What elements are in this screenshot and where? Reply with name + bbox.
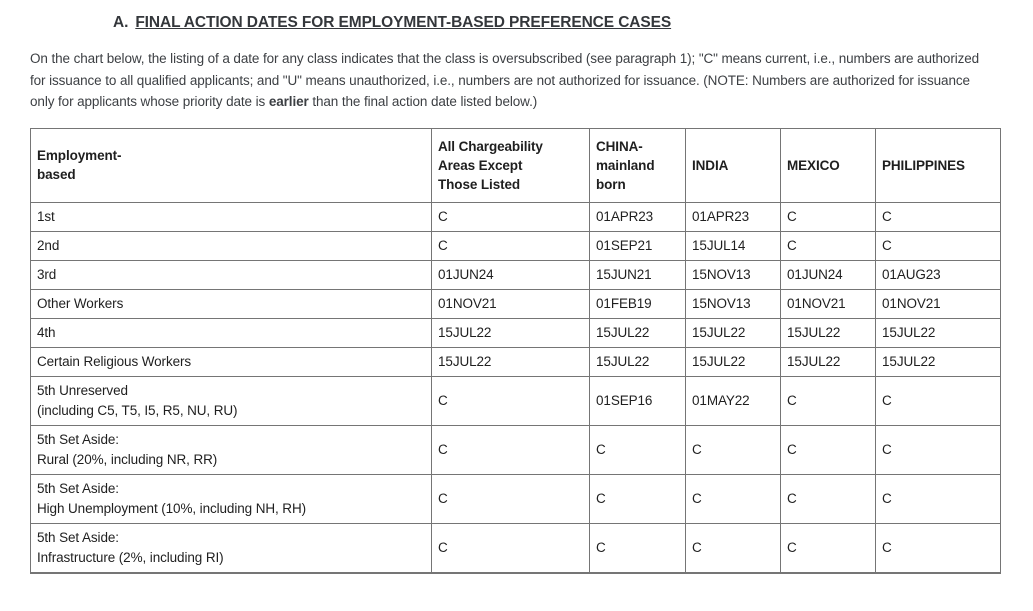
- date-cell: C: [875, 424, 1001, 475]
- table-row: 3rd 01JUN24 15JUN21 15NOV13 01JUN24 01AUG23: [30, 259, 1001, 290]
- table-row: 4th 15JUL22 15JUL22 15JUL22 15JUL22 15JUL22: [30, 317, 1001, 348]
- row-label: 5th Set Aside: Infrastructure (2%, inclu…: [30, 522, 432, 573]
- table-row: Certain Religious Workers 15JUL22 15JUL22 1…: [30, 346, 1001, 377]
- date-cell: C: [589, 522, 686, 573]
- date-cell: 01NOV21: [431, 288, 590, 319]
- date-cell: 15JUL14: [685, 230, 781, 261]
- column-header: CHINA- mainland born: [589, 127, 686, 203]
- column-header: All Chargeability Areas Except Those Lis…: [431, 127, 590, 203]
- date-cell: 15JUL22: [875, 346, 1001, 377]
- date-cell: 15JUL22: [780, 346, 876, 377]
- final-action-dates-table: Employment- based All Chargeability Areas…: [30, 127, 1001, 574]
- date-cell: C: [780, 201, 876, 232]
- date-cell: C: [589, 473, 686, 524]
- date-cell: C: [589, 424, 686, 475]
- date-cell: 15JUL22: [431, 317, 590, 348]
- date-cell: 15JUL22: [875, 317, 1001, 348]
- date-cell: C: [780, 230, 876, 261]
- date-cell: 15JUL22: [589, 346, 686, 377]
- row-label: 5th Unreserved (including C5, T5, I5, R5…: [30, 375, 432, 426]
- intro-paragraph: On the chart below, the listing of a dat…: [30, 48, 993, 113]
- intro-bold-word: earlier: [268, 94, 309, 109]
- row-label: 2nd: [30, 230, 432, 261]
- row-label: 1st: [30, 201, 432, 232]
- row-label: 5th Set Aside: Rural (20%, including NR,…: [30, 424, 432, 475]
- date-cell: C: [875, 230, 1001, 261]
- date-cell: C: [875, 375, 1001, 426]
- row-label: Certain Religious Workers: [30, 346, 432, 377]
- date-cell: C: [685, 424, 781, 475]
- date-cell: C: [431, 230, 590, 261]
- date-cell: 01SEP21: [589, 230, 686, 261]
- date-cell: 01NOV21: [875, 288, 1001, 319]
- section-letter: A.: [113, 14, 129, 31]
- visa-bulletin-page: A. FINAL ACTION DATES FOR EMPLOYMENT-BASE…: [0, 14, 1033, 611]
- date-cell: 15JUL22: [685, 346, 781, 377]
- row-label: Other Workers: [30, 288, 432, 319]
- date-cell: C: [875, 201, 1001, 232]
- date-cell: 01AUG23: [875, 259, 1001, 290]
- column-header: Employment- based: [30, 127, 432, 203]
- table-row: 5th Set Aside: High Unemployment (10%, i…: [30, 473, 1001, 524]
- table-body: 1st C 01APR23 01APR23 C C 2nd C 01SEP21 15JUL14 C C…: [30, 201, 1001, 573]
- intro-text-end: than the final action date listed below.…: [308, 94, 538, 109]
- row-label: 3rd: [30, 259, 432, 290]
- date-cell: 01SEP16: [589, 375, 686, 426]
- date-cell: C: [780, 375, 876, 426]
- date-cell: 01JUN24: [780, 259, 876, 290]
- date-cell: 01MAY22: [685, 375, 781, 426]
- column-header: PHILIPPINES: [875, 127, 1001, 203]
- section-title-text: FINAL ACTION DATES FOR EMPLOYMENT-BASED …: [135, 14, 672, 31]
- date-cell: 01NOV21: [780, 288, 876, 319]
- table-row: 5th Set Aside: Rural (20%, including NR,…: [30, 424, 1001, 475]
- date-cell: C: [431, 201, 590, 232]
- date-cell: C: [431, 473, 590, 524]
- date-cell: 15JUL22: [431, 346, 590, 377]
- date-cell: C: [431, 522, 590, 573]
- date-cell: C: [685, 522, 781, 573]
- date-cell: C: [685, 473, 781, 524]
- date-cell: 15JUN21: [589, 259, 686, 290]
- date-cell: 15NOV13: [685, 259, 781, 290]
- column-header: INDIA: [685, 127, 781, 203]
- date-cell: C: [780, 424, 876, 475]
- date-cell: C: [431, 424, 590, 475]
- date-cell: C: [431, 375, 590, 426]
- table-row: Other Workers 01NOV21 01FEB19 15NOV13 01NOV2…: [30, 288, 1001, 319]
- date-cell: C: [875, 522, 1001, 573]
- table-header-row: Employment- based All Chargeability Areas…: [30, 127, 1001, 203]
- table-row: 5th Set Aside: Infrastructure (2%, inclu…: [30, 522, 1001, 573]
- date-cell: 15JUL22: [780, 317, 876, 348]
- table-row: 5th Unreserved (including C5, T5, I5, R5…: [30, 375, 1001, 426]
- date-cell: 15JUL22: [589, 317, 686, 348]
- date-cell: C: [875, 473, 1001, 524]
- date-cell: C: [780, 522, 876, 573]
- column-header: MEXICO: [780, 127, 876, 203]
- date-cell: 01FEB19: [589, 288, 686, 319]
- section-title: A. FINAL ACTION DATES FOR EMPLOYMENT-BASE…: [113, 14, 1033, 32]
- table-row: 1st C 01APR23 01APR23 C C: [30, 201, 1001, 232]
- date-cell: C: [780, 473, 876, 524]
- row-label: 4th: [30, 317, 432, 348]
- intro-text-start: On the chart below, the listing of a dat…: [30, 51, 980, 109]
- date-cell: 01APR23: [589, 201, 686, 232]
- date-cell: 15NOV13: [685, 288, 781, 319]
- table-row: 2nd C 01SEP21 15JUL14 C C: [30, 230, 1001, 261]
- date-cell: 01JUN24: [431, 259, 590, 290]
- row-label: 5th Set Aside: High Unemployment (10%, i…: [30, 473, 432, 524]
- date-cell: 01APR23: [685, 201, 781, 232]
- date-cell: 15JUL22: [685, 317, 781, 348]
